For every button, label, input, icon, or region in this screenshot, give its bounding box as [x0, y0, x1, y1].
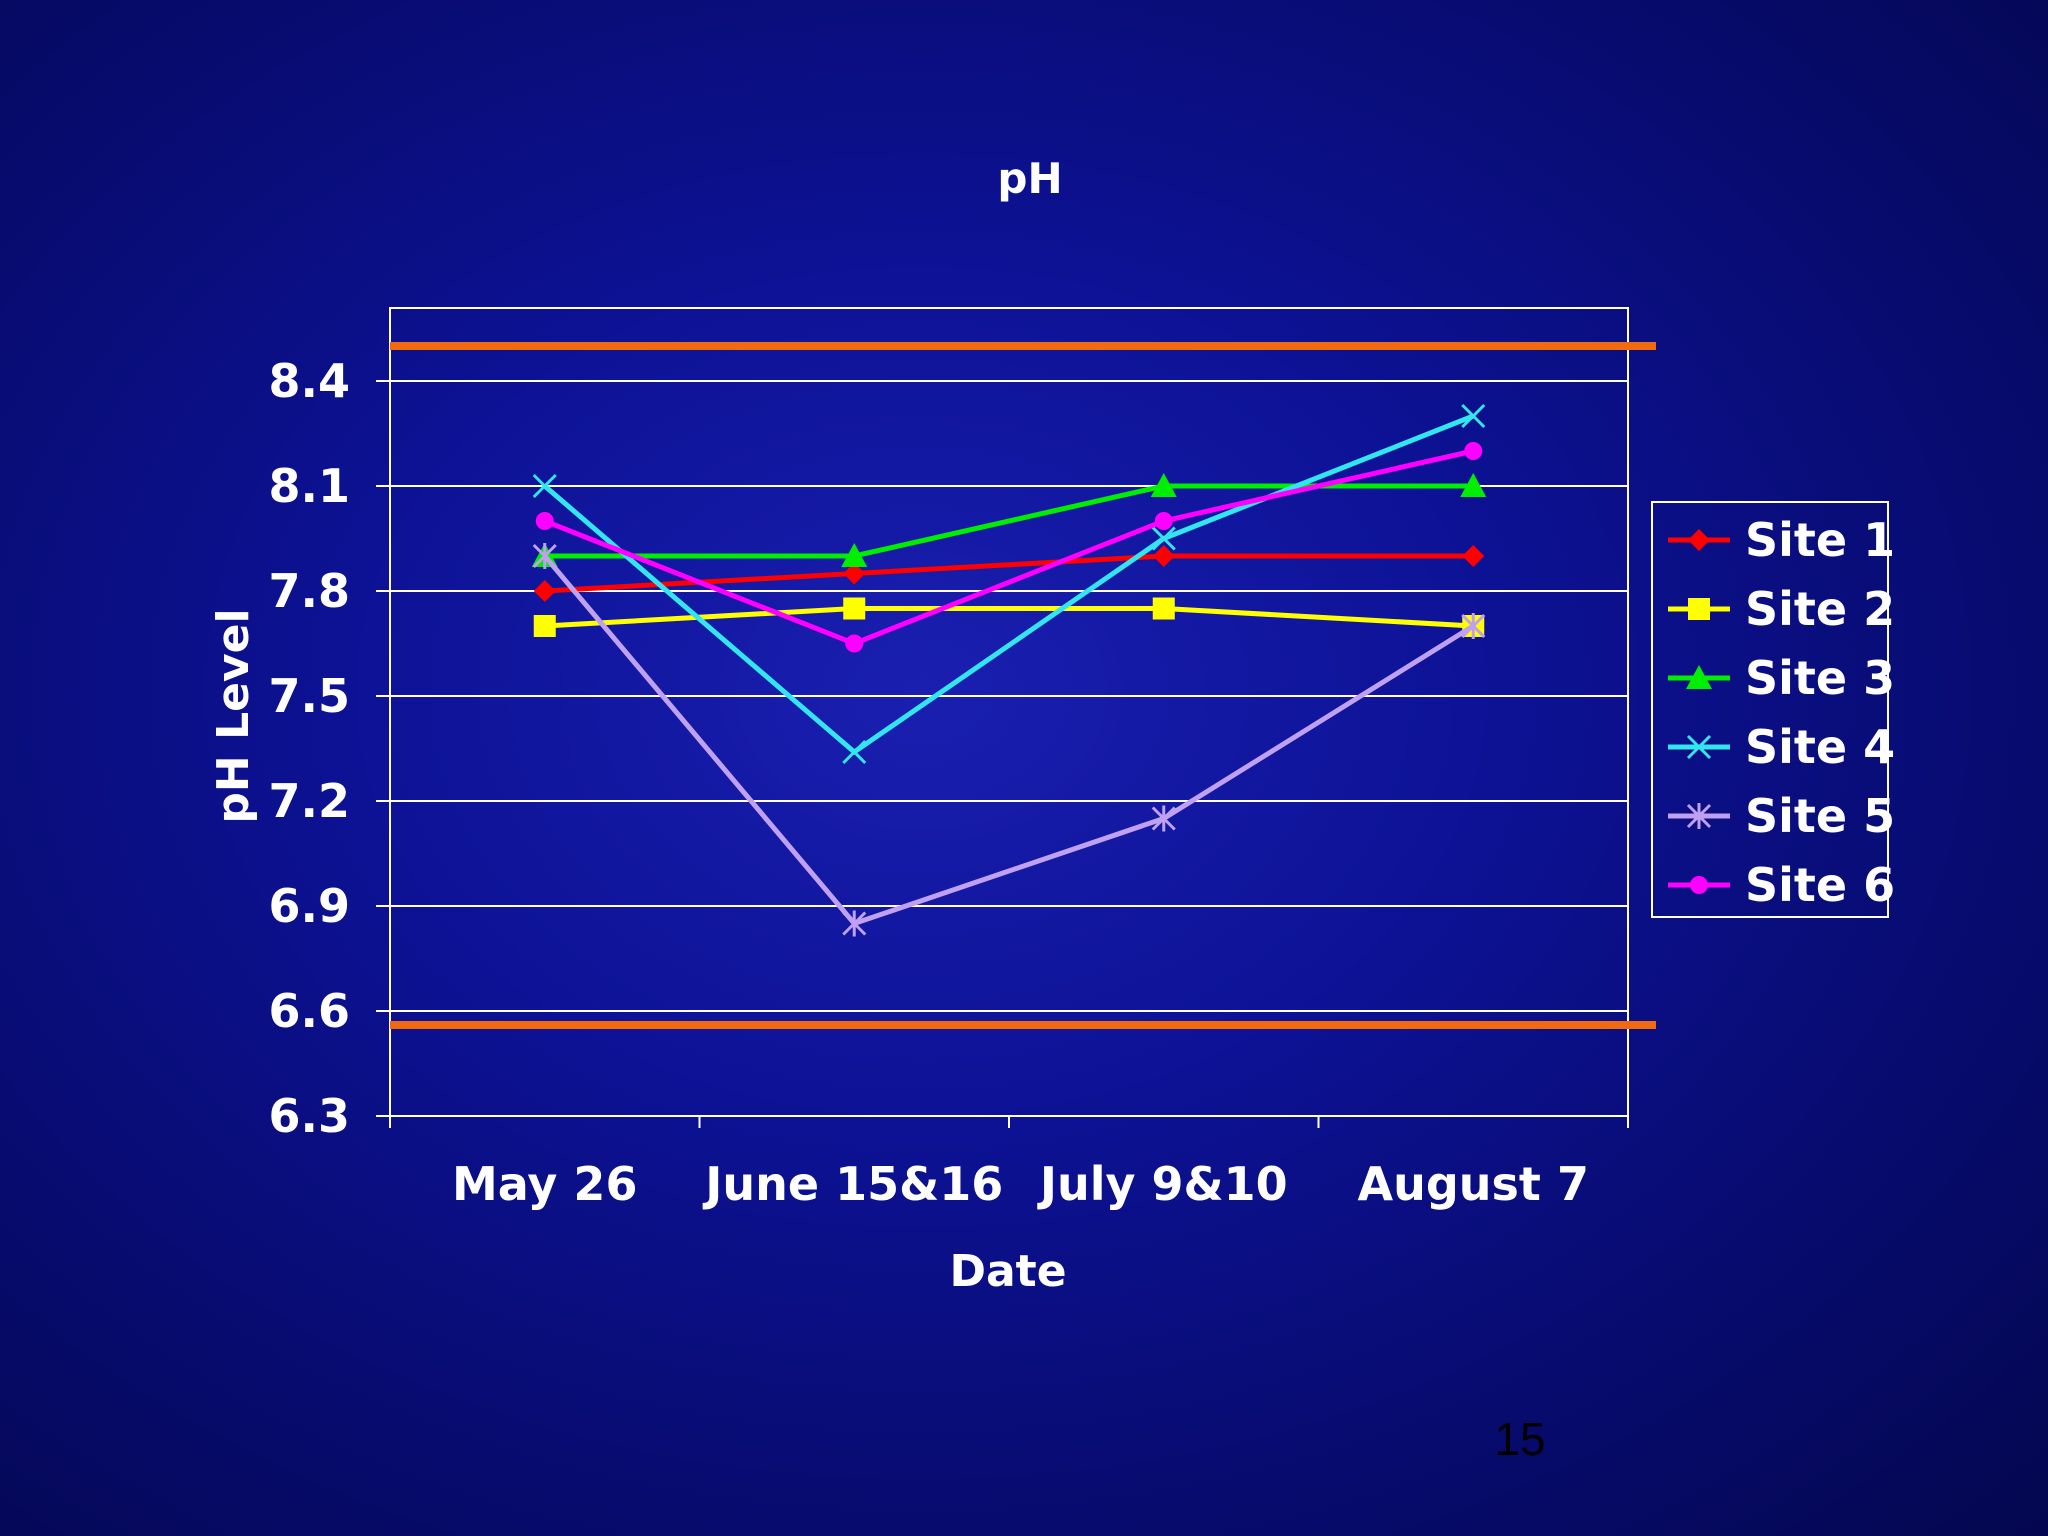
legend-marker-site-5	[1686, 803, 1712, 829]
series-line-site-6	[543, 448, 1474, 647]
data-point-site-3	[1460, 473, 1487, 497]
data-point-site-1	[533, 580, 556, 602]
data-point-site-2	[533, 615, 556, 637]
x-tick-label: July 9&10	[1037, 1157, 1288, 1211]
data-point-site-3	[1150, 473, 1177, 497]
data-point-site-6	[1464, 442, 1483, 460]
x-marker-stroke	[1151, 526, 1176, 551]
data-point-site-6	[535, 512, 554, 530]
legend-item-site-3: Site 3	[1668, 651, 1895, 705]
y-tick-label: 8.1	[269, 459, 351, 513]
legend-label-site-4: Site 4	[1745, 720, 1895, 774]
y-axis-title: pH Level	[208, 608, 259, 823]
gridlines	[390, 380, 1628, 1012]
chart-title: pH	[997, 154, 1062, 203]
data-point-site-6	[845, 634, 864, 653]
series-layer	[531, 403, 1487, 937]
legend-marker-site-2	[1688, 598, 1710, 620]
x-marker-stroke	[532, 473, 557, 499]
data-point-site-5	[842, 910, 867, 937]
y-tick-label: 6.9	[269, 879, 351, 933]
data-point-site-1	[1462, 545, 1485, 567]
series-site-2	[533, 597, 1485, 637]
x-tick-label: June 15&16	[702, 1157, 1003, 1211]
data-point-site-6	[1154, 512, 1173, 530]
legend-label-site-6: Site 6	[1745, 858, 1895, 912]
slide-number: 15	[1494, 1413, 1546, 1465]
legend-label-site-5: Site 5	[1745, 789, 1895, 843]
legend: Site 1 Site 2 Site 3 Site 4 Site 5 Site 6	[1668, 513, 1895, 912]
x-axis-title: Date	[949, 1246, 1066, 1297]
series-line-site-3	[544, 483, 1474, 559]
legend-item-site-1: Site 1	[1668, 513, 1895, 567]
series-site-5	[532, 543, 1486, 937]
x-marker-stroke	[1461, 403, 1486, 429]
y-tick-label: 8.4	[269, 354, 351, 408]
series-site-6	[535, 442, 1483, 653]
legend-marker-site-4	[1686, 734, 1712, 760]
data-point-site-4	[1461, 403, 1486, 429]
y-tick-label: 6.3	[269, 1089, 351, 1143]
y-tick-label: 7.5	[269, 669, 351, 723]
data-point-site-4	[842, 739, 867, 765]
data-point-site-3	[841, 543, 868, 567]
legend-box	[1651, 501, 1889, 918]
legend-item-site-4: Site 4	[1668, 720, 1895, 774]
x-tick-label: May 26	[452, 1157, 637, 1211]
data-point-site-5	[1151, 805, 1176, 832]
legend-label-site-1: Site 1	[1745, 513, 1895, 567]
y-tick-label: 7.8	[269, 564, 351, 618]
legend-label-site-3: Site 3	[1745, 651, 1895, 705]
series-line-site-2	[544, 606, 1474, 629]
data-point-site-4	[1151, 526, 1176, 551]
x-marker-stroke	[1686, 734, 1712, 760]
x-marker-stroke	[842, 739, 867, 765]
axes: 6.3 6.6 6.9 7.2 7.5 7.8 8.1 8.4 May 26 June 15&16…	[269, 354, 1629, 1211]
legend-item-site-5: Site 5	[1668, 789, 1895, 843]
data-point-site-1	[1152, 545, 1175, 567]
legend-label-site-2: Site 2	[1745, 582, 1895, 636]
data-point-site-5	[532, 543, 557, 569]
legend-item-site-2: Site 2	[1668, 582, 1895, 636]
x-tick-label: August 7	[1358, 1157, 1589, 1211]
data-point-site-5	[1461, 613, 1486, 639]
data-point-site-4	[532, 473, 557, 499]
series-line-site-4	[543, 413, 1475, 756]
legend-marker-site-1	[1688, 529, 1710, 551]
y-tick-label: 7.2	[269, 774, 351, 828]
series-site-3	[531, 473, 1487, 567]
data-point-site-2	[843, 597, 866, 620]
y-tick-label: 6.6	[269, 984, 351, 1038]
reference-lines	[390, 342, 1656, 1029]
data-point-site-2	[1152, 597, 1175, 620]
legend-marker-site-3	[1686, 665, 1712, 689]
legend-item-site-6: Site 6	[1668, 858, 1895, 912]
series-site-4	[532, 403, 1486, 765]
data-point-site-1	[843, 562, 866, 585]
legend-marker-site-6	[1690, 876, 1708, 894]
series-line-site-5	[542, 554, 1475, 927]
